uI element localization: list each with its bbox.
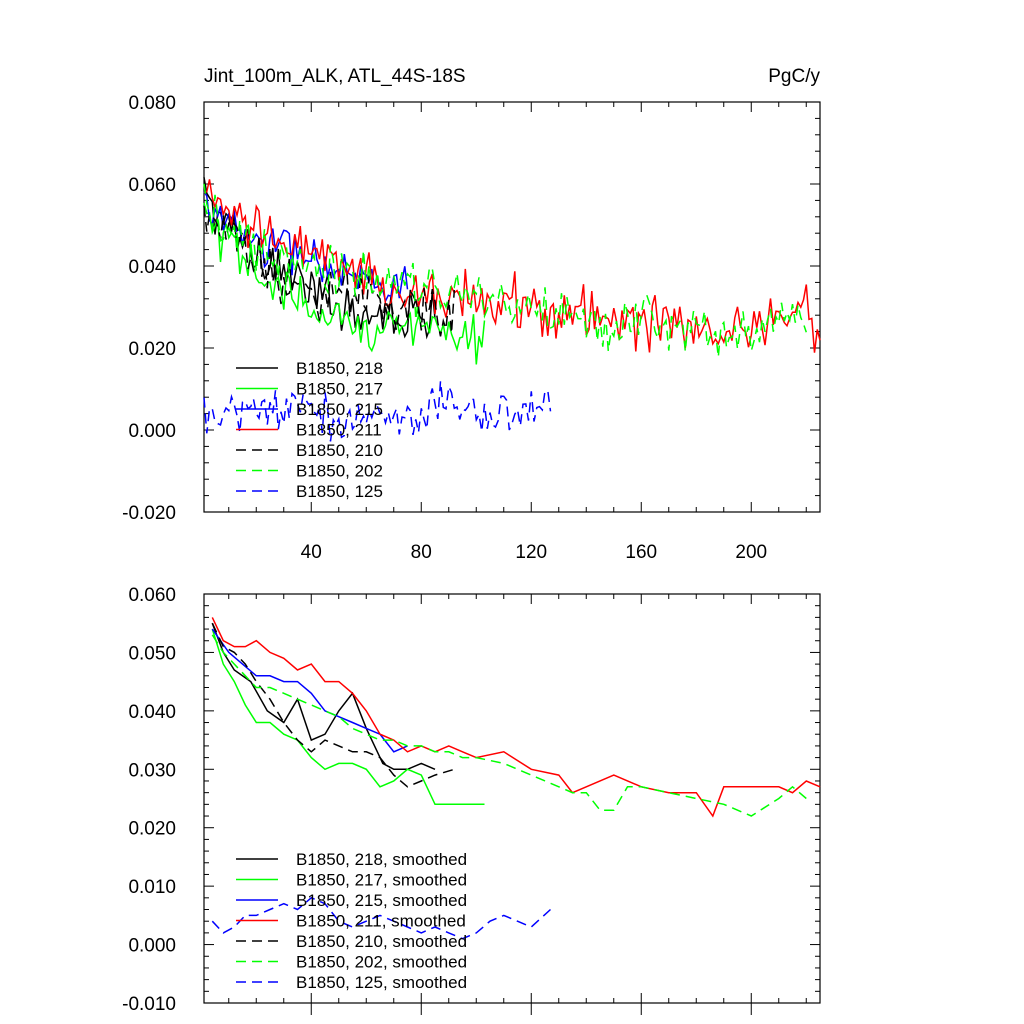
plot-frame xyxy=(203,101,821,513)
legend-label: B1850, 217 xyxy=(296,380,383,399)
bottom-panel: -0.010 0.000 0.010 0.020 0.030 0.040 0.050 0.06… xyxy=(122,585,821,1015)
y-tick-label: 0.000 xyxy=(128,421,176,442)
chart-title: Jint_100m_ALK, ATL_44S-18S xyxy=(204,66,466,87)
series-line-5 xyxy=(203,206,456,337)
legend-label: B1850, 202, smoothed xyxy=(296,953,467,972)
legend-label: B1850, 125 xyxy=(296,482,383,501)
x-tick-label: 160 xyxy=(625,542,657,563)
y-tick-label: 0.020 xyxy=(128,819,176,840)
series-line-7 xyxy=(203,381,552,442)
units-label: PgC/y xyxy=(768,66,820,87)
y-tick-label: 0.030 xyxy=(128,760,176,781)
series-line-4 xyxy=(203,179,821,353)
y-tick-label: -0.020 xyxy=(122,503,176,524)
series-line-7 xyxy=(211,896,552,940)
series-line-5 xyxy=(211,622,455,788)
series-line-1 xyxy=(211,622,436,771)
series-line-6 xyxy=(203,183,808,358)
series-line-4 xyxy=(211,617,821,818)
y-tick-label: 0.050 xyxy=(128,643,176,664)
legend-label: B1850, 217, smoothed xyxy=(296,871,467,890)
legend-label: B1850, 210, smoothed xyxy=(296,932,467,951)
legend-label: B1850, 218, smoothed xyxy=(296,850,467,869)
y-tick-label: 0.000 xyxy=(128,936,176,957)
legend-label: B1850, 202 xyxy=(296,462,383,481)
x-tick-label: 80 xyxy=(411,542,432,563)
legend-label: B1850, 215 xyxy=(296,400,383,419)
top-panel: -0.020 0.000 0.020 0.040 0.060 0.080 40 80 120 16… xyxy=(122,93,821,563)
y-tick-label: 0.080 xyxy=(128,93,176,114)
legend-label: B1850, 125, smoothed xyxy=(296,973,467,992)
legend-label: B1850, 215, smoothed xyxy=(296,891,467,910)
plot-frame xyxy=(203,593,821,1004)
y-tick-label: 0.060 xyxy=(128,585,176,606)
y-tick-label: 0.040 xyxy=(128,257,176,278)
legend-label: B1850, 218 xyxy=(296,359,383,378)
y-tick-label: 0.040 xyxy=(128,702,176,723)
legend-label: B1850, 210 xyxy=(296,441,383,460)
series-line-6 xyxy=(211,634,807,817)
series-line-3 xyxy=(211,628,408,753)
y-tick-label: 0.010 xyxy=(128,877,176,898)
x-tick-label: 120 xyxy=(515,542,547,563)
legend-label: B1850, 211 xyxy=(296,421,382,440)
legend-label: B1850, 211, smoothed xyxy=(296,912,466,931)
y-tick-label: -0.010 xyxy=(122,994,176,1015)
x-tick-label: 200 xyxy=(735,542,767,563)
series-line-2 xyxy=(211,628,485,806)
x-tick-label: 40 xyxy=(301,542,322,563)
y-tick-label: 0.060 xyxy=(128,175,176,196)
y-tick-label: 0.020 xyxy=(128,339,176,360)
